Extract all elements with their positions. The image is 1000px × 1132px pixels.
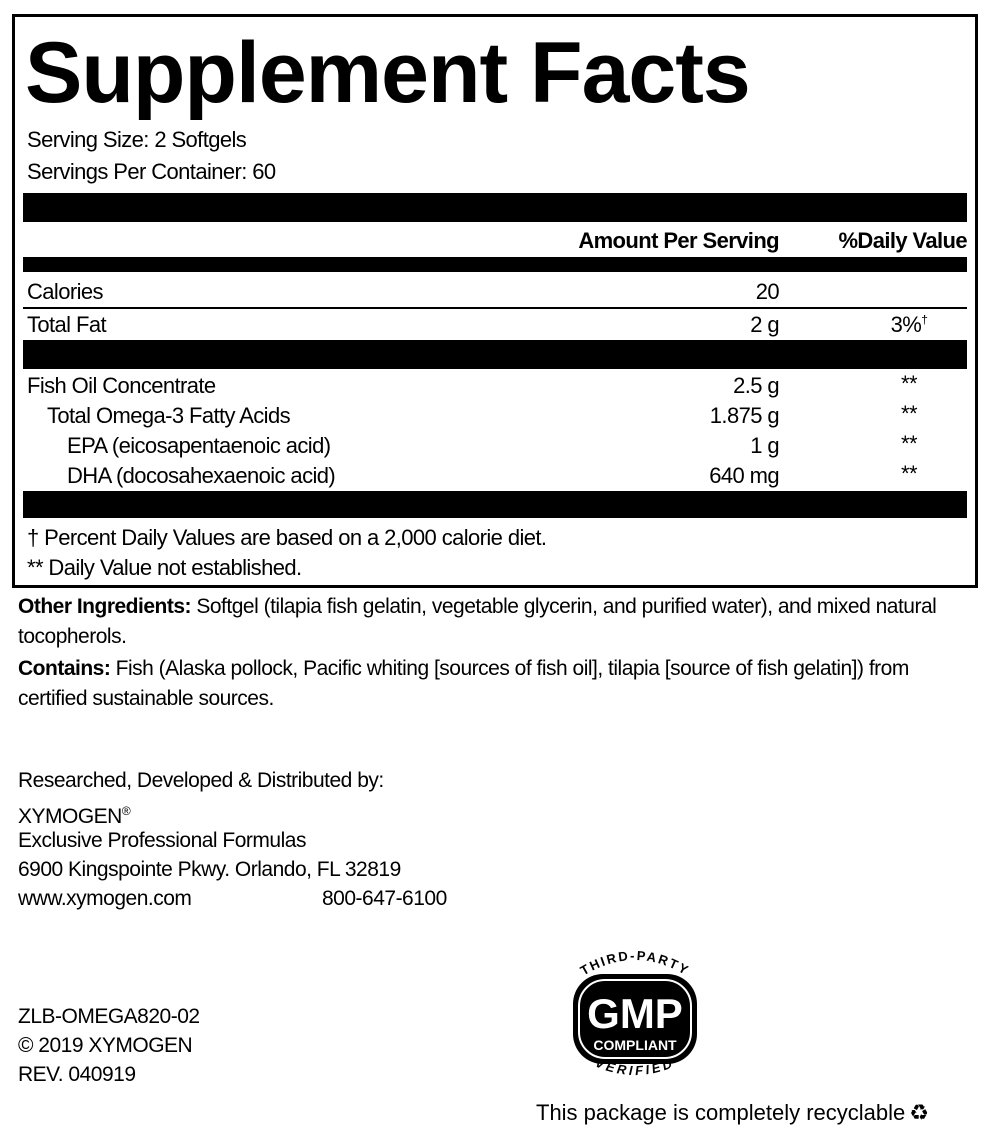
- divider-bar: [23, 491, 967, 518]
- row-amount: 1 g: [750, 433, 779, 458]
- divider-line: [23, 307, 967, 309]
- servings-per-container: Servings Per Container: 60: [27, 159, 276, 184]
- row-name: Calories: [27, 279, 104, 304]
- row-dv: **: [901, 371, 918, 396]
- row-amount: 2 g: [750, 312, 779, 337]
- divider-bar: [23, 193, 967, 222]
- other-ingredients: Other Ingredients: Softgel (tilapia fish…: [18, 595, 937, 648]
- distributor-line: Researched, Developed & Distributed by:: [18, 769, 384, 792]
- svg-text:COMPLIANT: COMPLIANT: [593, 1037, 677, 1053]
- panel-title: Supplement Facts: [25, 25, 751, 121]
- revision: REV. 040919: [18, 1063, 136, 1086]
- distributor-address: 6900 Kingspointe Pkwy. Orlando, FL 32819: [18, 858, 401, 881]
- contains: Contains: Fish (Alaska pollock, Pacific …: [18, 657, 909, 710]
- row-name: EPA (eicosapentaenoic acid): [67, 433, 331, 458]
- svg-text:GMP: GMP: [587, 990, 683, 1037]
- header-dv: %Daily Value: [838, 228, 967, 253]
- row-name: Total Omega-3 Fatty Acids: [47, 403, 291, 428]
- distributor-website: www.xymogen.com: [18, 887, 192, 910]
- footnote: † Percent Daily Values are based on a 2,…: [27, 525, 547, 550]
- product-code: ZLB-OMEGA820-02: [18, 1005, 200, 1028]
- header-amount: Amount Per Serving: [578, 228, 779, 253]
- row-amount: 20: [755, 279, 780, 304]
- serving-size: Serving Size: 2 Softgels: [27, 127, 247, 152]
- recyclable-note: This package is completely recyclable: [536, 1100, 906, 1125]
- distributor-phone: 800-647-6100: [322, 887, 447, 910]
- row-name: Fish Oil Concentrate: [27, 373, 216, 398]
- recyclable-row: This package is completely recyclable ♻: [536, 1100, 929, 1126]
- row-amount: 640 mg: [709, 463, 779, 488]
- row-dv: **: [901, 461, 918, 486]
- row-amount: 2.5 g: [733, 373, 780, 398]
- row-dv: **: [901, 401, 918, 426]
- svg-text:THIRD-PARTY: THIRD-PARTY: [578, 948, 693, 978]
- row-dv: 3%†: [890, 312, 928, 337]
- copyright: © 2019 XYMOGEN: [18, 1034, 193, 1057]
- distributor-tagline: Exclusive Professional Formulas: [18, 829, 306, 852]
- distributor-brand: XYMOGEN®: [18, 804, 131, 828]
- row-name: DHA (docosahexaenoic acid): [67, 463, 336, 488]
- gmp-badge: THIRD-PARTY GMP COMPLIANT VERIFIED: [565, 942, 705, 1087]
- recycle-icon: ♻: [909, 1100, 930, 1125]
- footnote: ** Daily Value not established.: [27, 555, 302, 580]
- row-amount: 1.875 g: [709, 403, 780, 428]
- row-name: Total Fat: [27, 312, 107, 337]
- divider-bar: [23, 340, 967, 369]
- supplement-facts-panel: Supplement Facts Serving Size: 2 Softgel…: [12, 14, 978, 588]
- row-dv: **: [901, 431, 918, 456]
- divider-bar: [23, 257, 967, 272]
